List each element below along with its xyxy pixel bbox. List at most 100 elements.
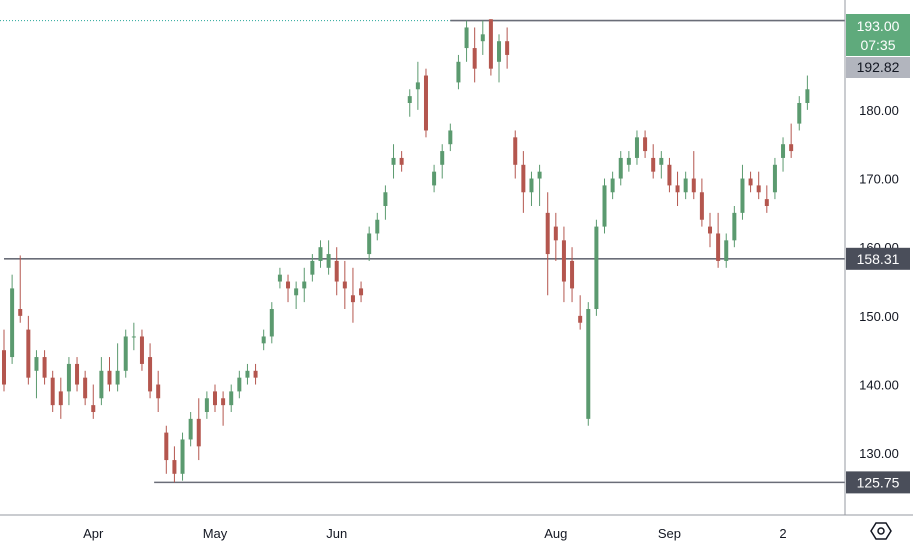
candle-body [10, 288, 15, 358]
candle-61 [497, 34, 502, 83]
candle-body [708, 226, 713, 234]
candle-body [456, 61, 461, 83]
candle-body [269, 309, 274, 337]
candle-19 [156, 370, 161, 412]
candle-body [221, 398, 226, 406]
candle-9 [75, 357, 80, 392]
previous-close-value: 192.82 [857, 59, 900, 75]
candle-body [432, 171, 437, 186]
candle-body [139, 336, 144, 364]
candle-47 [383, 185, 388, 220]
candle-54 [440, 144, 445, 179]
candle-body [529, 178, 534, 193]
candle-body [253, 370, 258, 378]
candle-body [440, 151, 445, 165]
candle-68 [553, 212, 558, 261]
level-price-value: 158.31 [857, 251, 900, 267]
candle-body [286, 281, 291, 289]
level-price-value: 125.75 [857, 474, 900, 490]
candle-body [26, 329, 31, 378]
candle-body [602, 185, 607, 227]
candle-body [359, 288, 364, 296]
candle-95 [772, 157, 777, 200]
candle-66 [537, 164, 542, 206]
candle-body [237, 377, 242, 392]
candle-body [107, 370, 112, 385]
level-price-label: 158.31 [846, 247, 910, 270]
candle-body [594, 226, 599, 309]
candle-body [781, 144, 786, 158]
candles-layer [2, 19, 810, 483]
candle-17 [139, 329, 144, 371]
candle-78 [634, 130, 639, 165]
candle-48 [391, 144, 396, 179]
candle-43 [350, 267, 355, 323]
candle-53 [432, 164, 437, 193]
candle-body [18, 309, 23, 316]
candle-body [407, 96, 412, 103]
candle-body [578, 315, 583, 323]
candle-33 [269, 302, 274, 344]
candle-body [383, 192, 388, 206]
candle-body [91, 405, 96, 412]
candle-60 [488, 19, 493, 76]
candle-body [156, 384, 161, 399]
candle-body [561, 240, 566, 282]
candle-13 [107, 357, 112, 392]
candle-body [764, 199, 769, 206]
candle-body [480, 34, 485, 42]
candle-body [294, 288, 299, 296]
candle-body [505, 41, 510, 55]
candle-body [229, 391, 234, 406]
price-tick-label: 140.00 [859, 378, 899, 393]
candle-body [391, 157, 396, 165]
candle-body [797, 103, 802, 124]
settings-hexagon-icon [870, 522, 892, 540]
candle-89 [724, 233, 729, 268]
candle-body [302, 281, 307, 289]
candle-body [180, 439, 185, 474]
time-tick-label: May [203, 526, 228, 541]
candle-77 [626, 151, 631, 172]
candle-body [537, 171, 542, 179]
candle-62 [505, 27, 510, 69]
candle-body [188, 418, 193, 440]
candle-body [115, 370, 120, 385]
candle-body [42, 357, 47, 378]
candle-body [448, 130, 453, 145]
candle-body [659, 157, 664, 165]
candle-body [261, 336, 266, 344]
candle-body [732, 212, 737, 241]
candle-body [350, 295, 355, 303]
candle-41 [334, 247, 339, 296]
candle-body [148, 357, 153, 392]
candle-91 [740, 164, 745, 220]
level-price-label: 125.75 [846, 471, 910, 494]
candle-0 [2, 329, 6, 392]
time-axis[interactable]: Apr May Jun Aug Sep 2 [83, 526, 787, 541]
candle-body [75, 363, 80, 385]
candle-body [99, 370, 104, 399]
candle-83 [675, 171, 680, 206]
candle-93 [756, 171, 761, 200]
candle-body [123, 336, 128, 371]
candle-80 [651, 144, 656, 179]
candle-body [399, 157, 404, 165]
candle-38 [310, 254, 315, 282]
candle-body [545, 212, 550, 255]
price-tick-label: 130.00 [859, 446, 899, 461]
candle-body [805, 89, 810, 103]
candle-82 [667, 157, 672, 193]
candle-body [756, 185, 761, 193]
time-tick-label: Apr [83, 526, 104, 541]
candle-64 [521, 151, 526, 213]
time-tick-label: 2 [779, 526, 786, 541]
candle-35 [286, 274, 291, 303]
candle-body [610, 178, 615, 193]
chart-settings-button[interactable] [867, 519, 895, 543]
candle-body [618, 157, 623, 179]
candle-30 [245, 363, 250, 385]
candle-body [277, 274, 282, 282]
candle-76 [618, 151, 623, 186]
